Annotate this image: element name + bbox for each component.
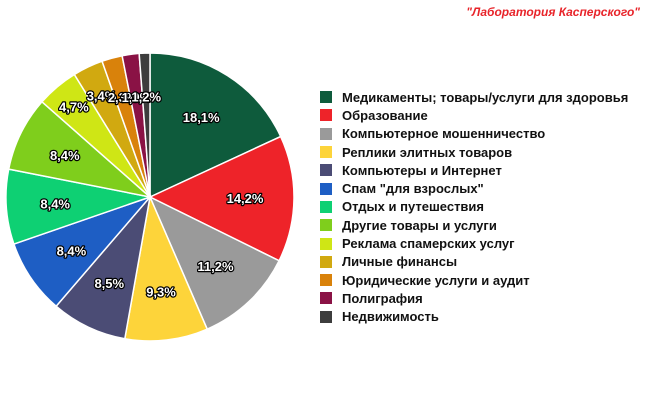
legend-label: Компьютерное мошенничество bbox=[342, 126, 546, 142]
legend-label: Реплики элитных товаров bbox=[342, 144, 513, 160]
legend-label: Спам "для взрослых" bbox=[342, 181, 484, 197]
pie-slice-2 bbox=[148, 135, 295, 262]
legend-label: Личные финансы bbox=[342, 254, 458, 270]
pie-label-3: 11,2% bbox=[197, 259, 234, 274]
pie-label-6: 8,4% bbox=[57, 243, 87, 258]
legend-label: Юридические услуги и аудит bbox=[342, 272, 530, 288]
legend-item-12: Полиграфия bbox=[320, 289, 628, 307]
pie-label-13: 1,2% bbox=[131, 89, 161, 104]
legend-item-9: Реклама спамерских услуг bbox=[320, 234, 628, 252]
legend-item-8: Другие товары и услуги bbox=[320, 216, 628, 234]
pie-slice-13 bbox=[138, 52, 151, 198]
pie-label-5: 8,5% bbox=[94, 276, 124, 291]
pie-slice-1 bbox=[149, 52, 282, 199]
pie-label-9: 4,7% bbox=[59, 100, 89, 115]
legend-swatch bbox=[320, 219, 332, 232]
legend-item-4: Реплики элитных товаров bbox=[320, 143, 628, 161]
legend-swatch bbox=[320, 164, 332, 177]
legend-item-11: Юридические услуги и аудит bbox=[320, 271, 628, 289]
brand-title: "Лаборатория Касперского" bbox=[466, 5, 640, 19]
legend-label: Отдых и путешествия bbox=[342, 199, 485, 215]
pie-label-7: 8,4% bbox=[40, 197, 70, 212]
pie-label-11: 2,3% bbox=[108, 90, 138, 105]
legend-swatch bbox=[320, 310, 332, 323]
legend-item-10: Личные финансы bbox=[320, 253, 628, 271]
legend-swatch bbox=[320, 200, 332, 213]
legend-item-5: Компьютеры и Интернет bbox=[320, 161, 628, 179]
legend-item-7: Отдых и путешествия bbox=[320, 198, 628, 216]
legend-swatch bbox=[320, 274, 332, 287]
legend-label: Другие товары и услуги bbox=[342, 217, 497, 233]
pie-label-1: 18,1% bbox=[183, 110, 220, 125]
legend-swatch bbox=[320, 292, 332, 305]
legend-label: Образование bbox=[342, 107, 428, 123]
legend: Медикаменты; товары/услуги для здоровья О… bbox=[320, 88, 628, 326]
legend-swatch bbox=[320, 146, 332, 159]
pie-label-2: 14,2% bbox=[227, 191, 264, 206]
legend-item-13: Недвижимость bbox=[320, 308, 628, 326]
legend-label: Медикаменты; товары/услуги для здоровья bbox=[342, 89, 629, 105]
pie-label-8: 8,4% bbox=[50, 148, 80, 163]
pie-label-10: 3,4% bbox=[87, 89, 117, 104]
legend-item-1: Медикаменты; товары/услуги для здоровья bbox=[320, 88, 628, 106]
legend-label: Компьютеры и Интернет bbox=[342, 162, 502, 178]
legend-item-6: Спам "для взрослых" bbox=[320, 179, 628, 197]
legend-swatch bbox=[320, 127, 332, 140]
legend-label: Полиграфия bbox=[342, 290, 423, 306]
pie-slices bbox=[5, 52, 295, 342]
legend-item-2: Образование bbox=[320, 106, 628, 124]
pie-label-12: 1,9% bbox=[122, 90, 152, 105]
legend-swatch bbox=[320, 91, 332, 104]
legend-label: Реклама спамерских услуг bbox=[342, 236, 515, 252]
pie-slice-3 bbox=[148, 195, 281, 331]
legend-swatch bbox=[320, 255, 332, 268]
pie-labels: 18,1% 14,2% 11,2% 9,3% 8,5% 8,4% 8,4% 8,4% 4,7%3… bbox=[39, 87, 265, 300]
legend-swatch bbox=[320, 109, 332, 122]
pie-slice-4 bbox=[123, 194, 209, 342]
pie-label-4: 9,3% bbox=[146, 284, 176, 299]
legend-swatch bbox=[320, 182, 332, 195]
legend-swatch bbox=[320, 237, 332, 250]
legend-label: Недвижимость bbox=[342, 309, 439, 325]
legend-item-3: Компьютерное мошенничество bbox=[320, 125, 628, 143]
